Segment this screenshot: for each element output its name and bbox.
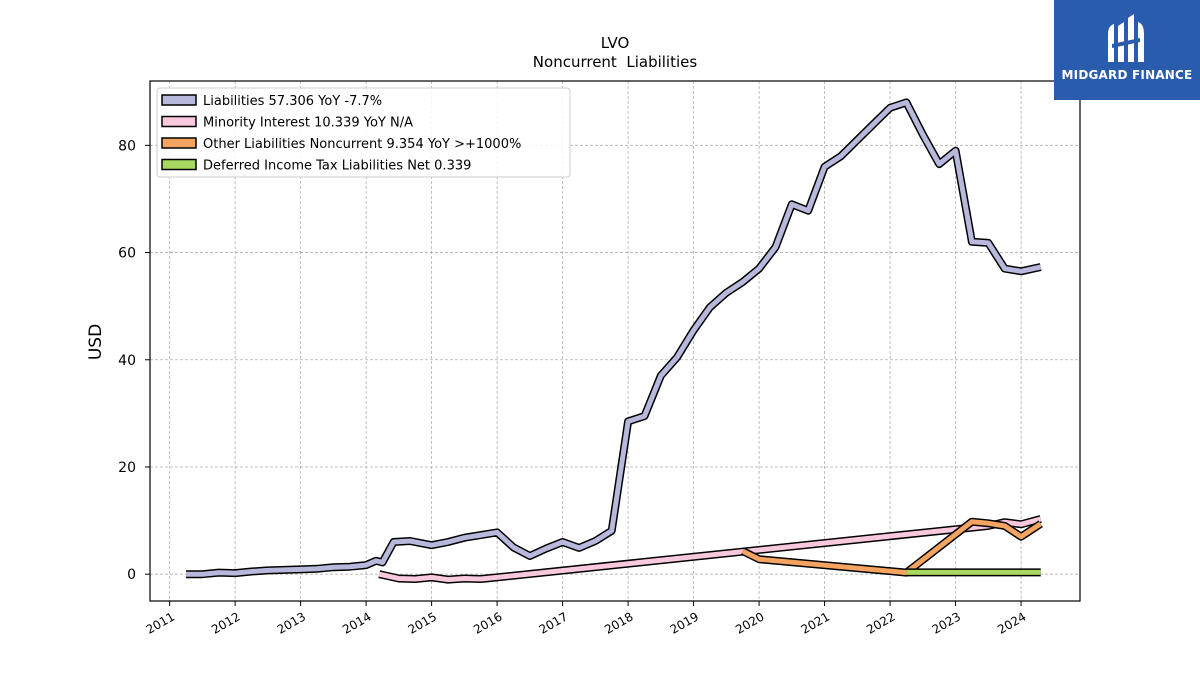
y-tick-label: 60 [118,246,136,262]
legend-label: Other Liabilities Noncurrent 9.354 YoY >… [203,137,521,152]
series-1 [186,98,1042,579]
legend-label: Liabilities 57.306 YoY -7.7% [203,94,382,109]
legend-label: Minority Interest 10.339 YoY N/A [203,116,413,131]
y-axis-label: USD [86,324,106,360]
legend-swatch [161,94,197,106]
y-tick-label: 0 [127,567,136,583]
legend-swatch [161,158,197,171]
legend-box [156,87,571,178]
series-line [186,99,1042,577]
x-tick-label: 2014 [340,609,373,636]
plot-frame [149,80,1081,602]
y-axis-ticks: 0 20 40 60 80 [118,138,150,583]
x-tick-label: 2022 [864,609,897,636]
legend-swatch [161,137,197,149]
legend: Liabilities 57.306 YoY -7.7% Minority Int… [156,87,571,178]
chart-subtitle: Noncurrent Liabilities [533,53,698,71]
brand-logo: MIDGARD FINANCE [1054,0,1200,100]
x-tick-label: 2016 [471,609,504,636]
y-tick-label: 20 [118,460,136,476]
series-lines [186,98,1043,584]
x-tick-label: 2012 [209,609,242,636]
y-tick-label: 80 [118,138,136,154]
y-tick-label: 40 [118,353,136,369]
x-tick-label: 2019 [668,609,701,636]
series-line [741,519,1043,576]
chart-title: LVO [601,34,630,52]
legend-label: Deferred Income Tax Liabilities Net 0.33… [203,159,471,174]
x-tick-label: 2021 [799,609,832,636]
x-tick-label: 2013 [275,609,308,636]
x-tick-label: 2011 [144,609,177,636]
brand-mark-icon [1108,14,1144,62]
x-tick-label: 2023 [930,609,963,636]
x-tick-label: 2020 [733,609,766,636]
x-tick-label: 2018 [602,609,635,636]
series-3 [740,517,1043,577]
x-axis-ticks: 2011 2012 2013 2014 2015 2016 2017 2018 2019 2020… [144,601,1029,637]
x-tick-label: 2015 [406,609,439,636]
legend-swatch [161,115,197,128]
brand-name: MIDGARD FINANCE [1061,68,1193,82]
x-tick-label: 2024 [995,609,1028,636]
x-tick-label: 2017 [537,609,570,636]
